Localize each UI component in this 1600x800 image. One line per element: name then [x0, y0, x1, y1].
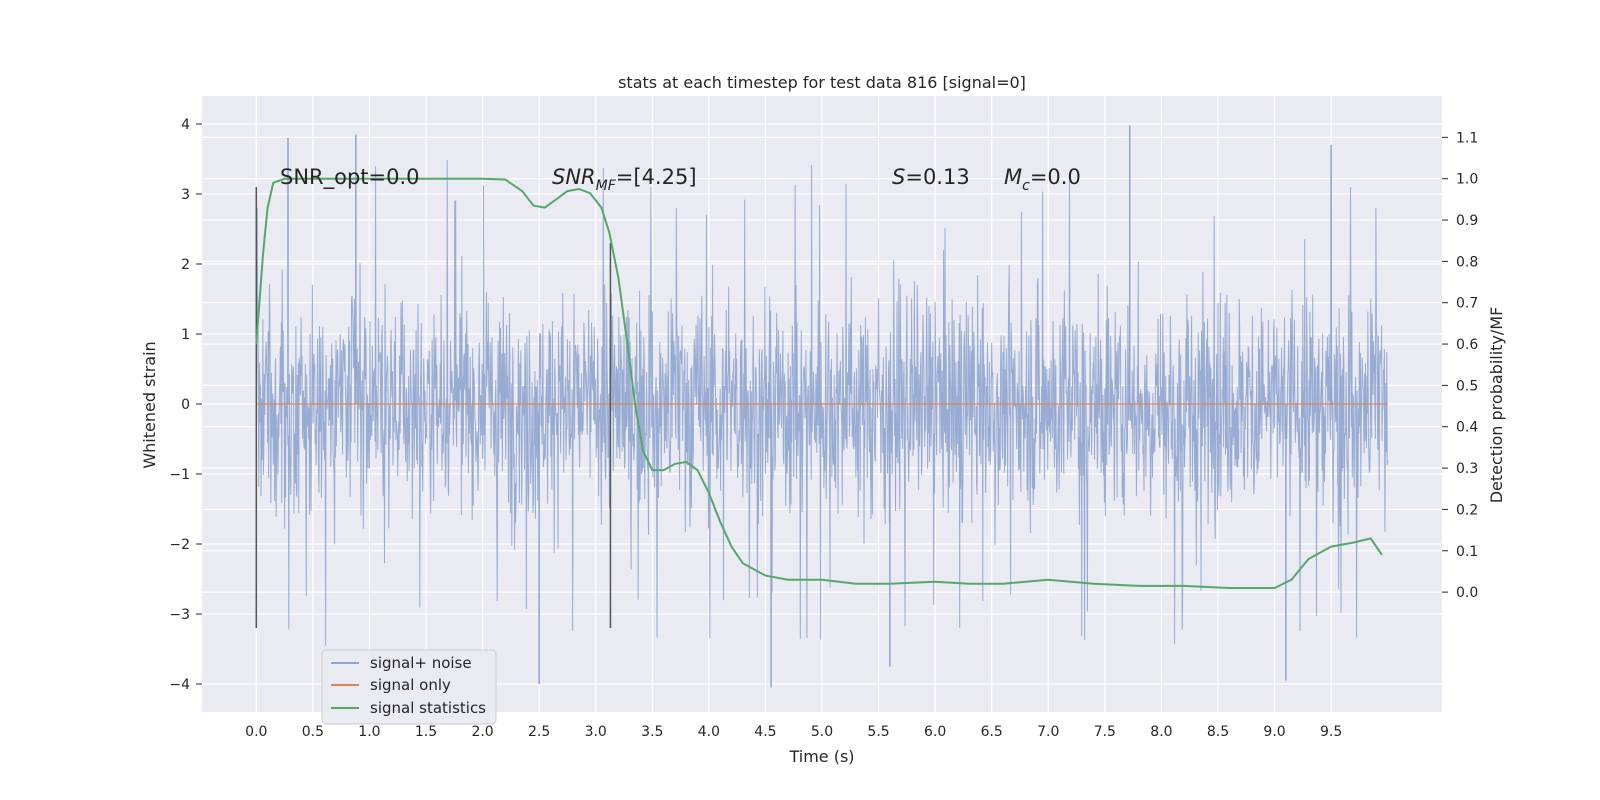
y2-axis-label: Detection probability/MF [1487, 307, 1506, 504]
x-tick-label: 3.0 [585, 724, 607, 740]
x-tick-label: 6.0 [924, 724, 946, 740]
legend: signal+ noise signal only signal statist… [321, 649, 497, 725]
y2-axis-ticks: 0.0 0.1 0.2 0.3 0.4 0.5 0.6 0.7 0.8 0.9 1.0 1.1 [1442, 130, 1478, 601]
y-gridlines [202, 123, 1442, 685]
y-tick-label: 4 [181, 117, 190, 133]
snr-opt-annotation: SNR_opt=0.0 [280, 165, 420, 190]
mc-annotation: Mc=0.0 [1004, 165, 1081, 194]
mc-main: M [1004, 165, 1022, 189]
snr-mf-annotation: SNRMF=[4.25] [552, 165, 697, 194]
mc-sub: c [1022, 178, 1030, 194]
x-tick-label: 8.0 [1150, 724, 1172, 740]
x-tick-label: 2.0 [471, 724, 493, 740]
x-axis-ticks: 0.0 0.5 1.0 1.5 2.0 2.5 3.0 3.5 4.0 4.5 5.0 5.5 6.0 6… [245, 724, 1342, 740]
y-tick-label: 1 [181, 327, 190, 343]
y2-tick-label: 0.6 [1456, 337, 1478, 353]
y-tick-label: −2 [169, 537, 190, 553]
y2-tick-label: 0.4 [1456, 420, 1478, 436]
y-tick-label: −3 [169, 607, 190, 623]
x-tick-label: 4.0 [698, 724, 720, 740]
snr-mf-main: SNR [552, 165, 596, 189]
x-tick-label: 7.0 [1037, 724, 1059, 740]
x-tick-label: 4.5 [754, 724, 776, 740]
y-tick-label: −4 [169, 677, 190, 693]
snr-mf-sub: MF [596, 178, 617, 194]
y2-tick-label: 0.2 [1456, 502, 1478, 518]
x-axis-label: Time (s) [788, 747, 854, 766]
x-tick-label: 9.5 [1320, 724, 1342, 740]
x-tick-label: 3.5 [641, 724, 663, 740]
legend-box [321, 649, 497, 725]
y2-tick-label: 1.1 [1456, 130, 1478, 146]
legend-label-signal: signal only [370, 676, 451, 694]
chart-title: stats at each timestep for test data 816… [618, 73, 1026, 92]
signal-statistics-series [255, 177, 1383, 589]
x-tick-label: 6.5 [981, 724, 1003, 740]
y-tick-label: −1 [169, 467, 190, 483]
legend-label-stat: signal statistics [370, 699, 486, 717]
y2-tick-label: 0.1 [1456, 544, 1478, 560]
vertical-marker-lines [255, 187, 612, 628]
x-tick-label: 5.5 [867, 724, 889, 740]
y2-tick-label: 0.0 [1456, 585, 1478, 601]
signal-noise-line [255, 160, 1389, 646]
y2-tick-label: 1.0 [1456, 172, 1478, 188]
y2-tick-label: 0.8 [1456, 254, 1478, 270]
x-tick-label: 8.5 [1207, 724, 1229, 740]
s-value: =0.13 [905, 165, 969, 189]
legend-label-noise: signal+ noise [370, 654, 472, 672]
y2-tick-label: 0.3 [1456, 461, 1478, 477]
y-tick-label: 0 [181, 397, 190, 413]
s-annotation: S=0.13 [892, 165, 970, 189]
x-tick-label: 7.5 [1094, 724, 1116, 740]
x-tick-label: 0.0 [245, 724, 267, 740]
x-tick-label: 5.0 [811, 724, 833, 740]
mc-value: =0.0 [1030, 165, 1081, 189]
snr-mf-value: =[4.25] [616, 165, 697, 189]
y-tick-label: 3 [181, 187, 190, 203]
s-main: S [892, 165, 905, 189]
y-axis-ticks: −4 −3 −2 −1 0 1 2 3 4 [169, 117, 202, 693]
y2-tick-label: 0.5 [1456, 378, 1478, 394]
x-tick-label: 0.5 [302, 724, 324, 740]
y-axis-label: Whitened strain [140, 341, 159, 468]
x-tick-label: 9.0 [1263, 724, 1285, 740]
y2-tick-label: 0.9 [1456, 213, 1478, 229]
y2-tick-label: 0.7 [1456, 296, 1478, 312]
y-tick-label: 2 [181, 257, 190, 273]
x-tick-label: 1.5 [415, 724, 437, 740]
signal-statistics-line [255, 177, 1383, 589]
x-tick-label: 2.5 [528, 724, 550, 740]
x-tick-label: 1.0 [358, 724, 380, 740]
